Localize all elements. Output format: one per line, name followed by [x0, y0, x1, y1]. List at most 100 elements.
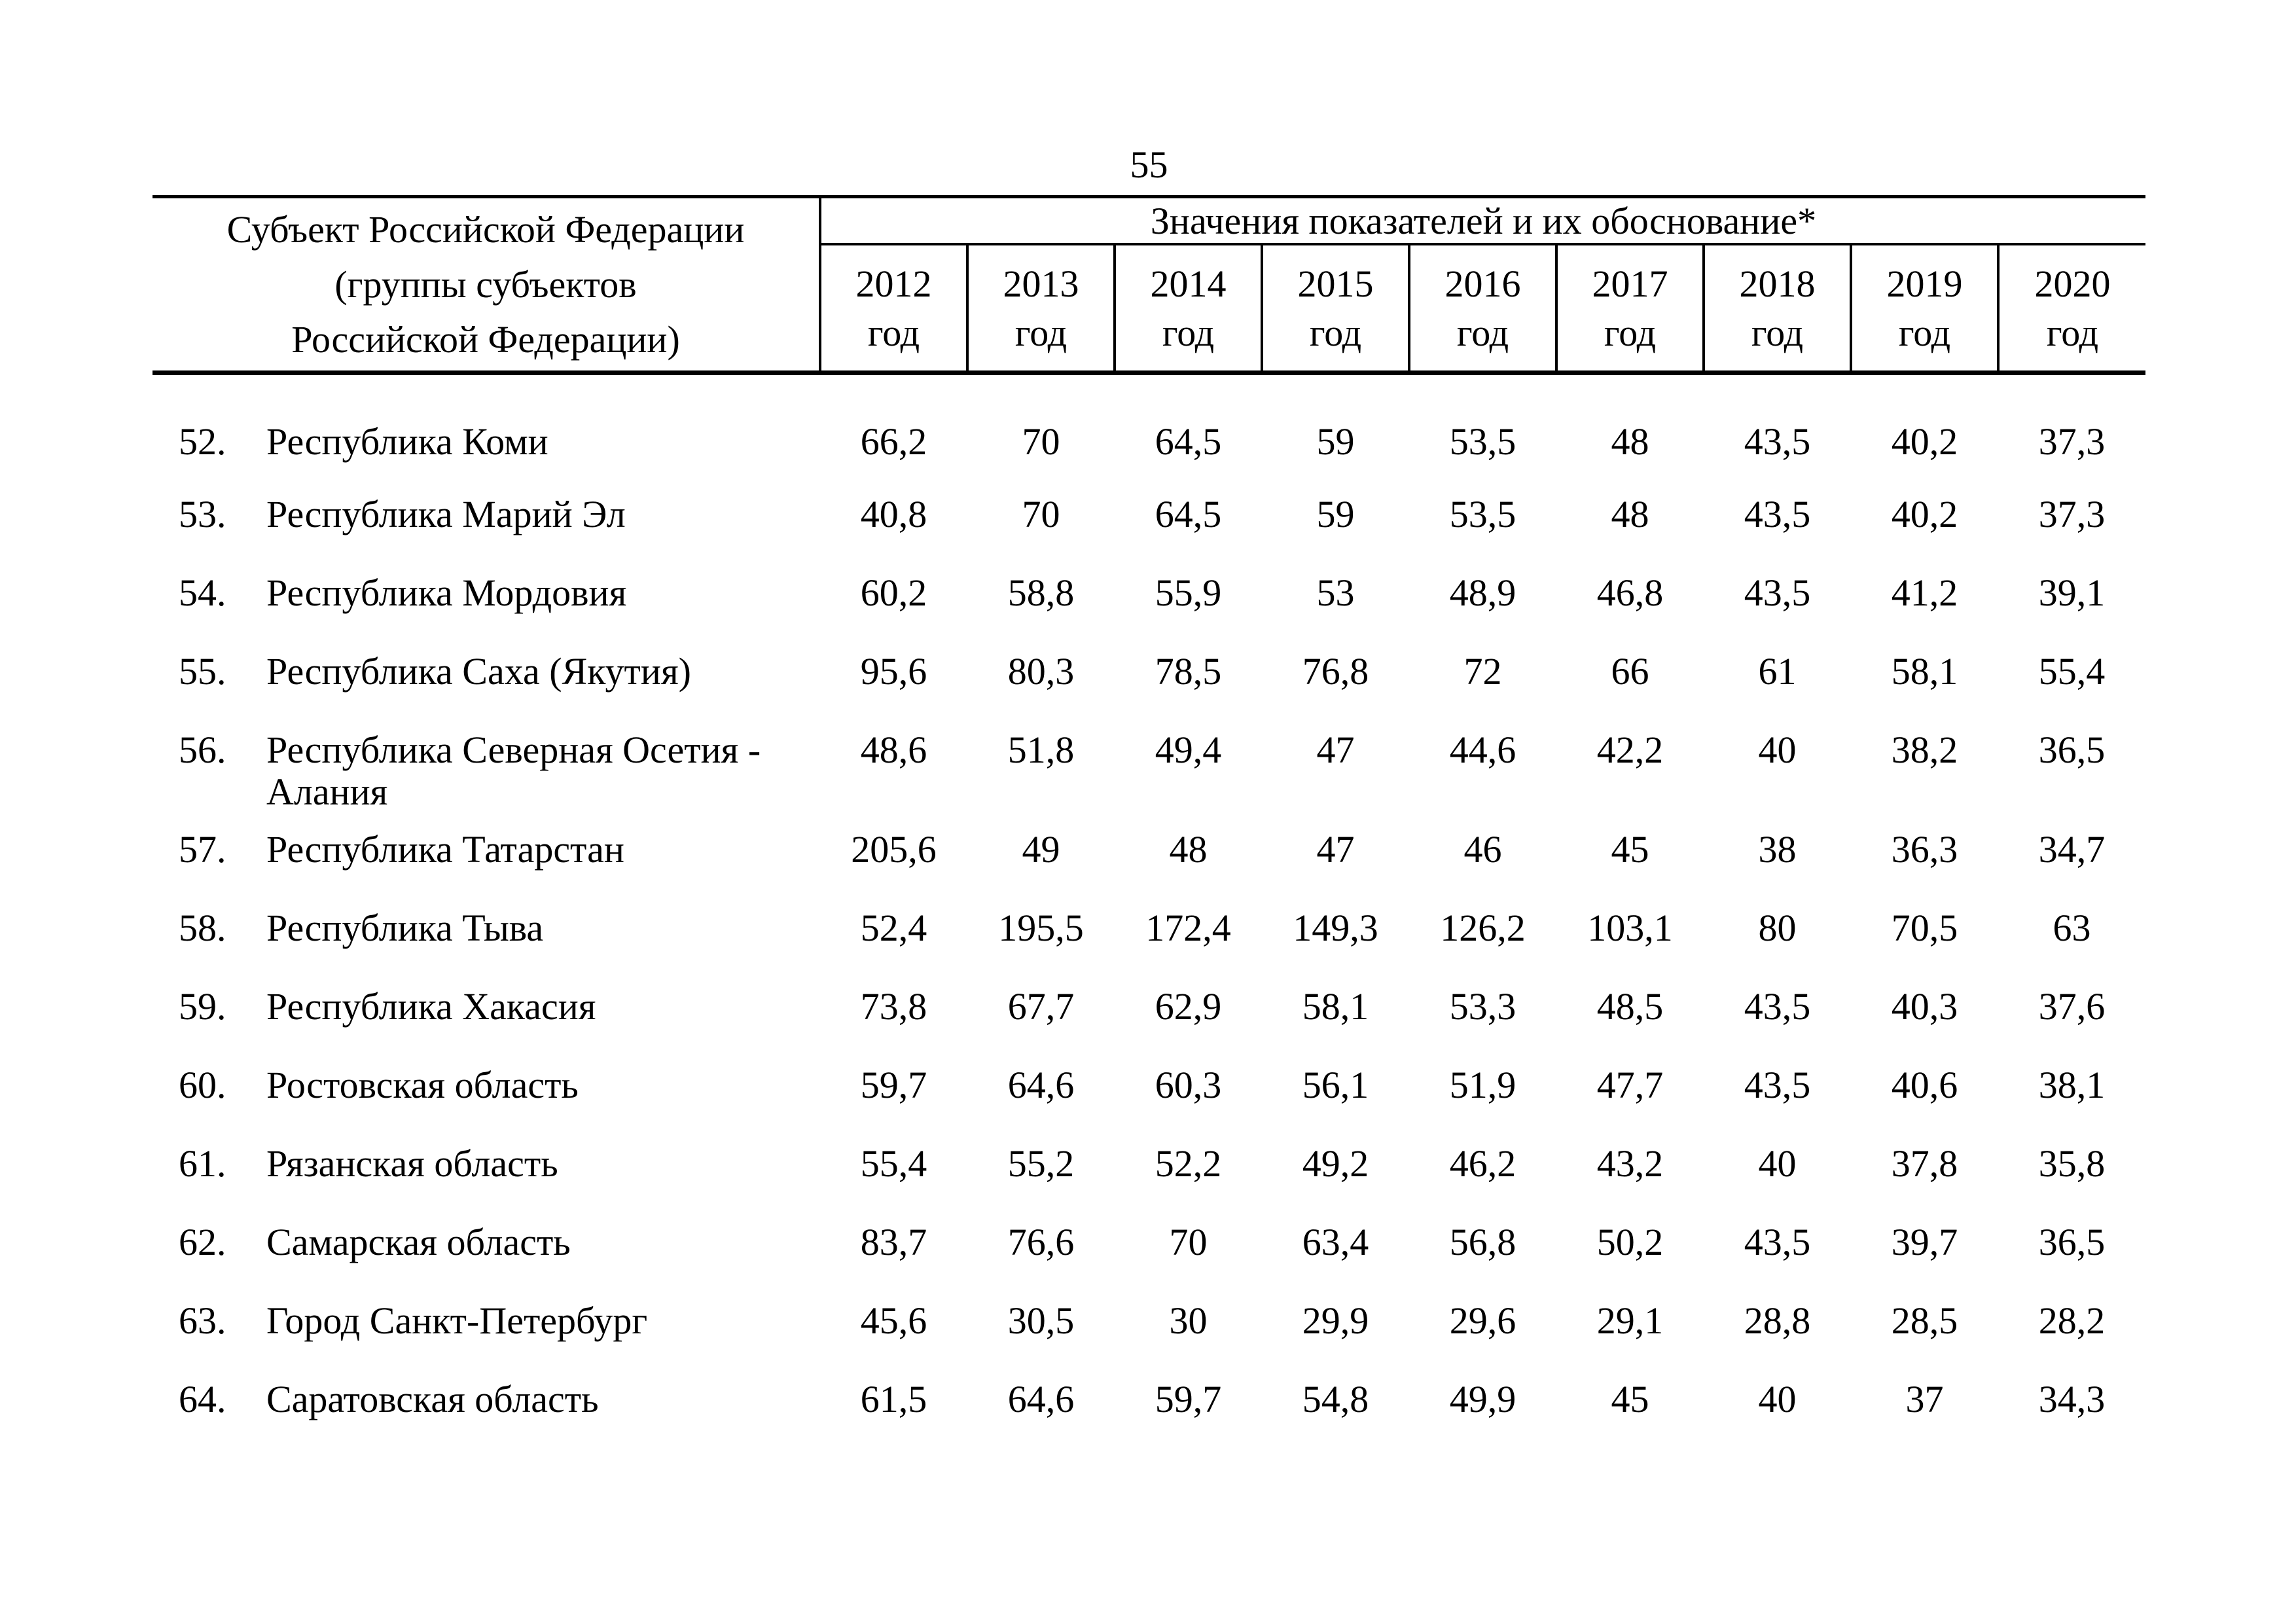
- value-cell: 64,6: [1007, 1377, 1075, 1420]
- subject-cell: 55. Республика Саха (Якутия): [152, 635, 820, 713]
- value-cell: 55,4: [860, 1142, 927, 1185]
- subject-cell: 57. Республика Татарстан: [152, 813, 820, 892]
- value-cell: 58,8: [1007, 571, 1075, 614]
- year-label: 2017: [1592, 262, 1668, 305]
- page-number: 55: [1130, 143, 1168, 186]
- value-cell: 64,5: [1155, 492, 1222, 535]
- table-row: 63. Город Санкт-Петербург 45,6 30,5 30 29,9 29…: [152, 1284, 2145, 1363]
- subject-cell: 60. Ростовская область: [152, 1049, 820, 1127]
- region-name: Саратовская область: [266, 1377, 599, 1420]
- row-number: 53.: [179, 492, 226, 535]
- value-cell: 40: [1758, 728, 1797, 771]
- value-cell: 59,7: [1155, 1377, 1222, 1420]
- value-cell: 34,7: [2038, 827, 2106, 871]
- value-cell: 51,9: [1449, 1063, 1516, 1106]
- value-cell: 195,5: [998, 906, 1084, 949]
- value-cell: 60,2: [860, 571, 927, 614]
- value-cell: 53,5: [1449, 420, 1516, 463]
- value-cell: 40: [1758, 1377, 1797, 1420]
- value-cell: 51,8: [1007, 728, 1075, 771]
- value-cell: 60,3: [1155, 1063, 1222, 1106]
- table-row: 60. Ростовская область 59,7 64,6 60,3 56,1 51,…: [152, 1049, 2145, 1127]
- value-cell: 126,2: [1440, 906, 1526, 949]
- year-header-cell: 2013 год: [966, 244, 1115, 375]
- year-unit-label: год: [1898, 311, 1951, 354]
- value-cell: 34,3: [2038, 1377, 2106, 1420]
- year-label: 2018: [1739, 262, 1816, 305]
- value-cell: 50,2: [1596, 1220, 1664, 1263]
- value-cell: 53,5: [1449, 492, 1516, 535]
- row-number: 52.: [179, 420, 226, 463]
- subject-inner: 53. Республика Марий Эл: [152, 492, 820, 535]
- value-cell: 28,2: [2038, 1299, 2106, 1342]
- year-label: 2015: [1297, 262, 1374, 305]
- value-cell: 43,5: [1744, 1063, 1811, 1106]
- value-cell: 40,3: [1891, 984, 1958, 1028]
- subject-cell: 63. Город Санкт-Петербург: [152, 1284, 820, 1363]
- year-header-cell: 2012 год: [820, 244, 967, 375]
- value-cell: 172,4: [1145, 906, 1231, 949]
- value-cell: 55,2: [1007, 1142, 1075, 1185]
- value-cell: 64,5: [1155, 420, 1222, 463]
- row-number: 60.: [179, 1063, 226, 1106]
- year-label: 2020: [2034, 262, 2111, 305]
- value-cell: 70: [1022, 420, 1060, 463]
- subject-inner: 63. Город Санкт-Петербург: [152, 1299, 820, 1342]
- value-cell: 49,4: [1155, 728, 1222, 771]
- subject-inner: 59. Республика Хакасия: [152, 984, 820, 1028]
- year-label: 2019: [1886, 262, 1963, 305]
- value-cell: 46: [1463, 827, 1502, 871]
- value-cell: 61: [1758, 649, 1797, 693]
- value-cell: 205,6: [851, 827, 937, 871]
- value-cell: 70: [1022, 492, 1060, 535]
- value-cell: 43,5: [1744, 571, 1811, 614]
- region-name: Республика Хакасия: [266, 984, 596, 1028]
- subject-inner: 55. Республика Саха (Якутия): [152, 649, 820, 693]
- table-row: 56. Республика Северная Осетия - Алания 48…: [152, 713, 2145, 813]
- value-cell: 36,5: [2038, 1220, 2106, 1263]
- region-name: Республика Саха (Якутия): [266, 649, 691, 693]
- year-label: 2014: [1150, 262, 1227, 305]
- subject-cell: 64. Саратовская область: [152, 1363, 820, 1441]
- region-name: Ростовская область: [266, 1063, 579, 1106]
- value-cell: 47,7: [1596, 1063, 1664, 1106]
- region-name: Республика Коми: [266, 420, 548, 463]
- year-header-cell: 2020 год: [1997, 244, 2145, 375]
- value-cell: 49: [1022, 827, 1060, 871]
- subject-cell: 56. Республика Северная Осетия - Алания: [152, 713, 820, 813]
- value-cell: 63: [2053, 906, 2091, 949]
- value-cell: 80,3: [1007, 649, 1075, 693]
- table-row: 55. Республика Саха (Якутия) 95,6 80,3 78,5 7…: [152, 635, 2145, 713]
- table-row: 62. Самарская область 83,7 76,6 70 63,4 56,8 50…: [152, 1206, 2145, 1284]
- year-label: 2013: [1003, 262, 1079, 305]
- value-cell: 48: [1611, 420, 1649, 463]
- year-unit-label: год: [1604, 311, 1657, 354]
- value-cell: 56,1: [1302, 1063, 1369, 1106]
- value-cell: 55,4: [2038, 649, 2106, 693]
- table-row: 61. Рязанская область 55,4 55,2 52,2 49,2 46,2…: [152, 1127, 2145, 1206]
- indicators-table: Субъект Российской Федерации (группы суб…: [152, 195, 2145, 1441]
- year-unit-label: год: [1309, 311, 1362, 354]
- value-cell: 37,6: [2038, 984, 2106, 1028]
- value-cell: 76,8: [1302, 649, 1369, 693]
- value-cell: 49,2: [1302, 1142, 1369, 1185]
- subject-inner: 60. Ростовская область: [152, 1064, 820, 1106]
- subject-cell: 58. Республика Тыва: [152, 892, 820, 970]
- table-header: Субъект Российской Федерации (группы суб…: [152, 195, 2145, 375]
- value-cell: 55,9: [1155, 571, 1222, 614]
- value-cell: 38: [1758, 827, 1797, 871]
- year-header-cell: 2018 год: [1702, 244, 1851, 375]
- value-cell: 52,4: [860, 906, 927, 949]
- value-cell: 43,5: [1744, 1220, 1811, 1263]
- table-row: 59. Республика Хакасия 73,8 67,7 62,9 58,1 53,…: [152, 970, 2145, 1049]
- value-cell: 38,2: [1891, 728, 1958, 771]
- row-number: 57.: [179, 827, 226, 871]
- value-cell: 43,5: [1744, 492, 1811, 535]
- subject-inner: 61. Рязанская область: [152, 1142, 820, 1185]
- value-cell: 64,6: [1007, 1063, 1075, 1106]
- year-unit-label: год: [1751, 311, 1804, 354]
- value-cell: 66: [1611, 649, 1649, 693]
- header-row-top: Субъект Российской Федерации (группы суб…: [152, 195, 2145, 375]
- value-cell: 149,3: [1293, 906, 1378, 949]
